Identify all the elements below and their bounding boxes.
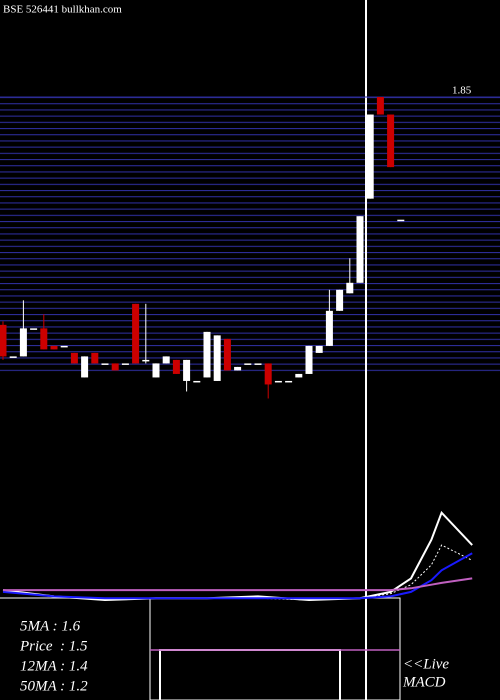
candle-body — [356, 216, 364, 283]
candle-body — [285, 380, 293, 383]
price-label: Price : 1.5 — [19, 638, 88, 654]
candle-body — [50, 345, 58, 350]
candle-body — [234, 366, 242, 371]
candle-body — [274, 380, 282, 383]
chart-title: BSE 526441 bullkhan.com — [3, 4, 122, 16]
macd-line — [2, 552, 473, 600]
candle-body — [183, 359, 191, 381]
candle-body — [162, 356, 170, 364]
ma-label: 12MA : 1.4 — [20, 658, 88, 674]
candle-body — [346, 282, 354, 294]
candle-body — [152, 363, 160, 378]
candle-body — [193, 380, 201, 383]
candle-body — [70, 352, 78, 364]
candle-body — [40, 328, 48, 350]
candle-body — [315, 345, 323, 353]
candle-body — [0, 324, 7, 357]
candle-body — [244, 363, 252, 365]
candle-body — [254, 363, 262, 365]
candle-body — [9, 356, 17, 358]
candle-body — [305, 345, 313, 374]
macd-line — [2, 510, 473, 602]
candle-body — [264, 363, 272, 385]
candle-body — [295, 373, 303, 378]
y-tick-label: 1.85 — [452, 85, 472, 97]
candle-body — [376, 97, 384, 115]
candle-body — [19, 328, 27, 357]
candle-body — [132, 303, 140, 364]
candle-body — [91, 352, 99, 364]
candle-body — [172, 359, 180, 374]
candle-body — [213, 335, 221, 381]
candle-body — [223, 338, 231, 371]
candle-body — [336, 289, 344, 311]
candle-body — [387, 114, 395, 168]
candle-body — [30, 328, 38, 330]
candle-body — [60, 345, 68, 348]
price-grid-background — [0, 97, 500, 373]
candle-body — [203, 331, 211, 378]
candle-body — [101, 363, 109, 365]
candle-body — [397, 219, 405, 222]
macd-label: MACD — [402, 674, 446, 690]
candle-body — [366, 114, 374, 199]
ma-label: 50MA : 1.2 — [20, 678, 88, 694]
candle-body — [121, 363, 129, 365]
candle-body — [325, 310, 333, 346]
candle-body — [111, 363, 119, 371]
ma-label: 5MA : 1.6 — [20, 618, 81, 634]
candle-body — [81, 356, 89, 378]
macd-line — [3, 577, 473, 592]
candle-body — [142, 359, 150, 362]
live-label: <<Live — [403, 656, 449, 672]
